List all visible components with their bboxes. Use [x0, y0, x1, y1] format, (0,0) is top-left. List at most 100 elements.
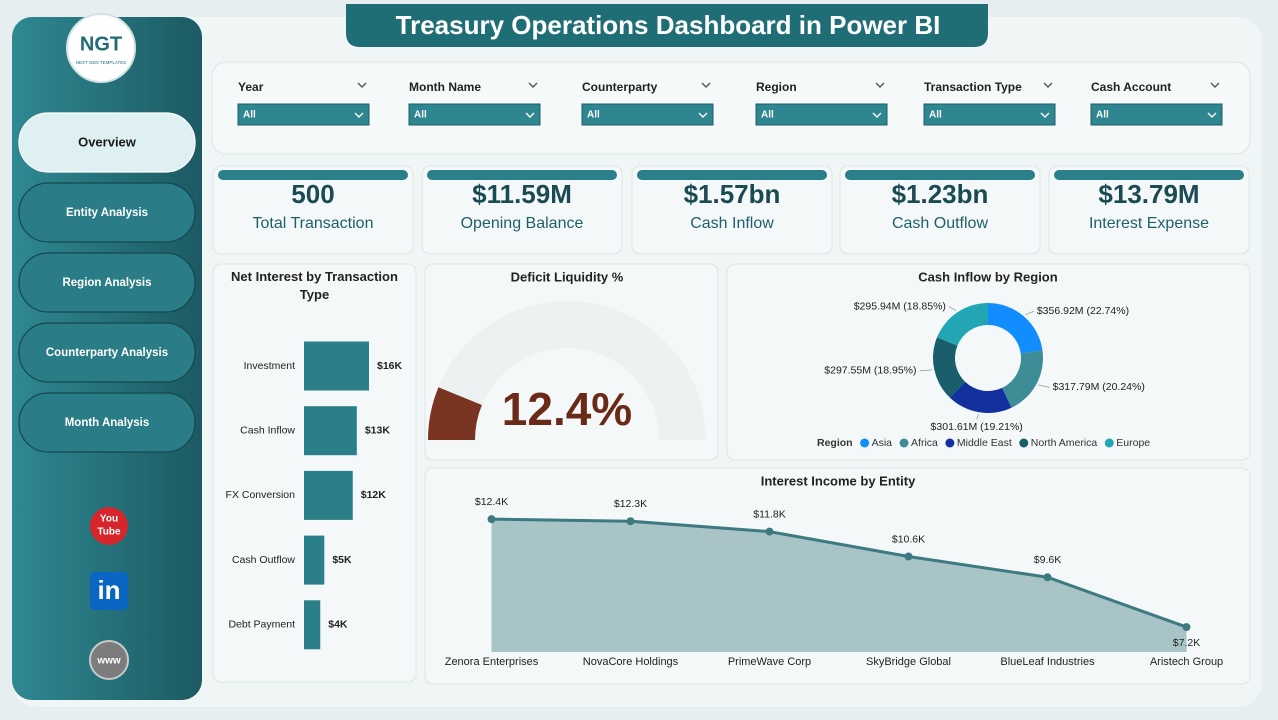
kpi-value: 500: [291, 179, 334, 209]
data-label: $13K: [365, 424, 391, 436]
legend-swatch: [899, 438, 909, 448]
nav-button[interactable]: Region Analysis: [18, 252, 196, 313]
filter-value: All: [587, 110, 600, 121]
leader-line: [919, 369, 933, 372]
chevron: [1207, 112, 1217, 118]
nav-button[interactable]: Entity Analysis: [18, 182, 196, 243]
filter-label: Counterparty: [582, 80, 658, 94]
y-tick-label: Cash Inflow: [240, 424, 295, 436]
nav-button-bg: [18, 252, 196, 313]
point-marker: [1182, 623, 1191, 632]
filter[interactable]: Cash Account All: [1090, 80, 1223, 126]
bar: [304, 535, 325, 585]
legend-label: Asia: [872, 437, 893, 449]
filter-label: Year: [238, 80, 264, 94]
bar: [304, 600, 321, 650]
filter-dropdown: [755, 103, 888, 126]
filter-value: All: [929, 110, 942, 121]
data-label: $7.2K: [1173, 637, 1200, 649]
chevron: [1043, 82, 1053, 88]
filter[interactable]: Month Name All: [408, 80, 541, 126]
chevron: [1040, 112, 1050, 118]
nav-button[interactable]: Month Analysis: [18, 392, 196, 453]
filter-dropdown: [408, 103, 541, 126]
donut-slice: [949, 381, 1012, 413]
chart-title: Deficit Liquidity %: [511, 269, 624, 284]
kpi-label: Cash Outflow: [892, 215, 988, 232]
legend-swatch: [860, 438, 870, 448]
kpi-card: [631, 165, 833, 255]
point-marker: [765, 527, 774, 536]
chevron: [701, 82, 711, 88]
data-label: $11.8K: [753, 508, 786, 520]
data-label: $10.6K: [892, 533, 925, 545]
bar-title-box: Net Interest by Transaction Type: [231, 269, 398, 302]
nav-label: Region Analysis: [62, 277, 151, 289]
filter-dropdown: [237, 103, 370, 126]
youtube-icon[interactable]: You Tube: [90, 507, 128, 545]
nav-button[interactable]: Counterparty Analysis: [18, 322, 196, 383]
data-label: $4K: [328, 619, 348, 631]
leader-line: [1038, 384, 1050, 388]
data-label: $12.3K: [614, 498, 647, 510]
logo-tagline: NEXT GEN TEMPLATES: [76, 60, 127, 65]
legend-label: Europe: [1116, 437, 1150, 449]
data-label: $12K: [361, 489, 387, 501]
visual-panel: [424, 263, 719, 461]
chart-title: Net Interest by Transaction Type: [231, 269, 398, 302]
web-icon[interactable]: www: [89, 640, 129, 680]
nav-label: Counterparty Analysis: [46, 347, 168, 359]
data-label: $356.92M (22.74%): [1037, 305, 1129, 317]
kpi-strip: [218, 170, 408, 180]
data-label: $12.4K: [475, 496, 508, 508]
filter-value: All: [1096, 110, 1109, 121]
filter-dropdown: [923, 103, 1056, 126]
filter[interactable]: Year All: [237, 80, 370, 126]
kpi-strip: [1054, 170, 1244, 180]
area-line: [491, 517, 1188, 629]
filter-label: Month Name: [409, 80, 481, 94]
gauge-label: 12.4%: [502, 383, 632, 435]
web-circle: [89, 640, 129, 680]
y-tick-label: Investment: [244, 360, 295, 372]
legend-swatch: [1019, 438, 1029, 448]
x-tick-label: BlueLeaf Industries: [1000, 656, 1095, 668]
web-text: www: [96, 656, 121, 667]
donut-slice: [937, 303, 988, 346]
kpi-label: Cash Inflow: [690, 215, 774, 232]
nav-button-bg: [18, 392, 196, 453]
filter-label: Region: [756, 80, 797, 94]
bar: [304, 470, 353, 520]
nav-button[interactable]: Overview: [18, 112, 196, 173]
kpi-value: $13.79M: [1098, 179, 1199, 209]
kpi-label: Opening Balance: [461, 215, 584, 232]
filter-dropdown: [1090, 103, 1223, 126]
nav-button-bg: [18, 322, 196, 383]
chevron: [875, 82, 885, 88]
kpi-card: [421, 165, 623, 255]
chevron: [525, 112, 535, 118]
gauge-value: [428, 387, 482, 440]
legend-swatch: [1104, 438, 1114, 448]
linkedin-icon[interactable]: in: [90, 572, 128, 610]
point-marker: [626, 517, 635, 526]
chevron: [698, 112, 708, 118]
leader-line: [1025, 310, 1035, 316]
legend-label: Middle East: [957, 437, 1012, 449]
y-tick-label: FX Conversion: [226, 489, 296, 501]
kpi-card: [839, 165, 1041, 255]
data-label: $16K: [377, 360, 403, 372]
kpi-card: [212, 165, 414, 255]
filter-value: All: [414, 110, 427, 121]
filter[interactable]: Counterparty All: [581, 80, 714, 126]
filter-label: Transaction Type: [924, 80, 1022, 94]
kpi-label: Interest Expense: [1089, 215, 1209, 232]
filter-label: Cash Account: [1091, 80, 1171, 94]
data-label: $295.94M (18.85%): [854, 300, 946, 312]
data-label: $9.6K: [1034, 554, 1061, 566]
bar: [304, 341, 369, 391]
point-marker: [487, 515, 496, 524]
filter[interactable]: Transaction Type All: [923, 80, 1056, 126]
filter[interactable]: Region All: [755, 80, 888, 126]
